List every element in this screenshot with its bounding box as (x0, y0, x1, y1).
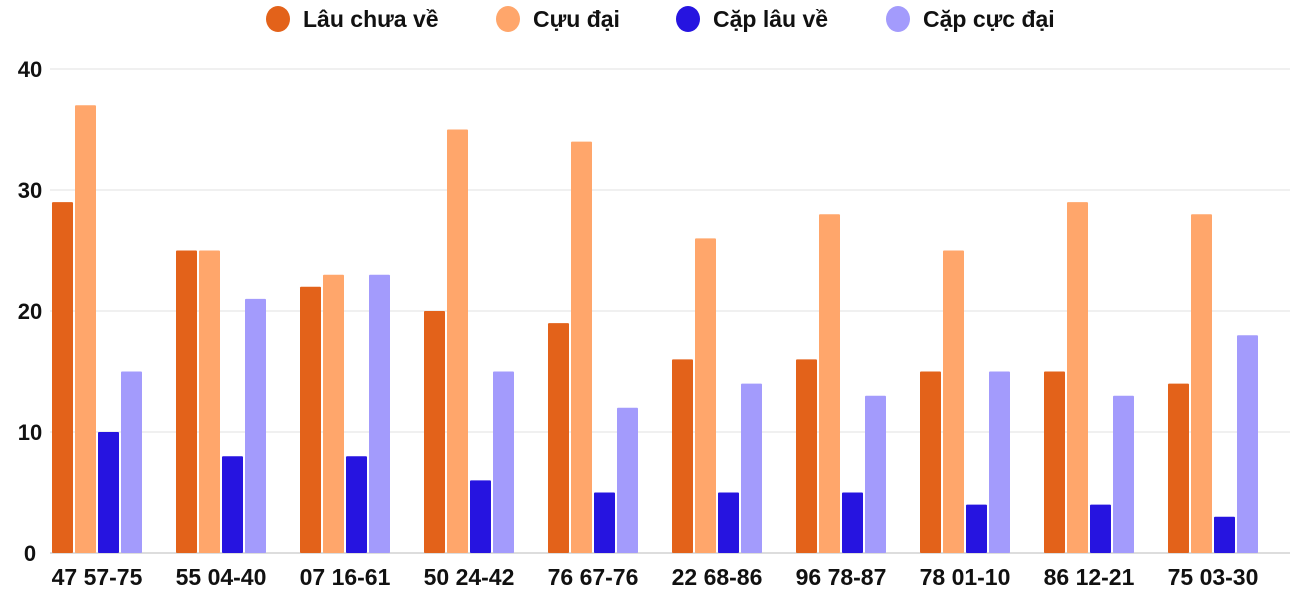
bar-2-0 (98, 432, 119, 553)
y-tick-label: 0 (24, 541, 36, 566)
bar-1-7 (943, 250, 964, 553)
bar-3-4 (617, 407, 638, 553)
bar-2-5 (718, 492, 739, 553)
bar-2-4 (594, 492, 615, 553)
y-tick-label: 10 (18, 420, 42, 445)
bar-2-9 (1214, 516, 1235, 553)
bar-1-6 (819, 214, 840, 553)
bar-1-4 (571, 141, 592, 553)
bar-3-9 (1237, 335, 1258, 553)
x-tick-label: 75 03-30 (1168, 564, 1259, 590)
bar-0-8 (1044, 371, 1065, 553)
y-tick-label: 30 (18, 178, 42, 203)
bar-3-2 (369, 274, 390, 553)
bar-2-3 (470, 480, 491, 553)
bar-1-5 (695, 238, 716, 553)
legend-label: Cặp cực đại (923, 6, 1055, 32)
bar-1-0 (75, 105, 96, 554)
x-tick-label: 76 67-76 (548, 564, 639, 590)
legend-marker (496, 6, 520, 32)
x-tick-label: 96 78-87 (796, 564, 887, 590)
bar-0-9 (1168, 383, 1189, 553)
legend: Lâu chưa về Cựu đại Cặp lâu về Cặp cực đại (266, 6, 1055, 32)
x-axis: 47 57-75 55 04-40 07 16-61 50 24-42 76 67-76… (52, 564, 1259, 590)
legend-label: Cặp lâu về (713, 6, 828, 32)
x-tick-label: 55 04-40 (176, 564, 267, 590)
bar-0-5 (672, 359, 693, 553)
bar-0-1 (176, 250, 197, 553)
legend-marker (676, 6, 700, 32)
bar-1-1 (199, 250, 220, 553)
legend-marker (886, 6, 910, 32)
x-tick-label: 47 57-75 (52, 564, 143, 590)
legend-label: Cựu đại (533, 6, 620, 32)
x-tick-label: 86 12-21 (1044, 564, 1135, 590)
bar-2-1 (222, 456, 243, 553)
bar-3-8 (1113, 395, 1134, 553)
bar-3-1 (245, 298, 266, 553)
bars (52, 105, 1258, 554)
bar-0-4 (548, 323, 569, 553)
bar-2-6 (842, 492, 863, 553)
bar-0-2 (300, 286, 321, 553)
bar-3-5 (741, 383, 762, 553)
bar-0-3 (424, 311, 445, 553)
bar-2-8 (1090, 504, 1111, 553)
bar-1-8 (1067, 202, 1088, 553)
y-axis: 0 10 20 30 40 (18, 57, 42, 566)
legend-marker (266, 6, 290, 32)
bar-2-2 (346, 456, 367, 553)
bar-3-0 (121, 371, 142, 553)
bar-0-0 (52, 202, 73, 553)
y-tick-label: 40 (18, 57, 42, 82)
x-tick-label: 22 68-86 (672, 564, 763, 590)
bar-3-3 (493, 371, 514, 553)
bar-1-2 (323, 274, 344, 553)
bar-3-7 (989, 371, 1010, 553)
legend-label: Lâu chưa về (303, 6, 439, 32)
x-tick-label: 78 01-10 (920, 564, 1011, 590)
x-tick-label: 07 16-61 (300, 564, 391, 590)
bar-2-7 (966, 504, 987, 553)
bar-3-6 (865, 395, 886, 553)
bar-1-3 (447, 129, 468, 553)
bar-0-6 (796, 359, 817, 553)
bar-1-9 (1191, 214, 1212, 553)
y-tick-label: 20 (18, 299, 42, 324)
bar-0-7 (920, 371, 941, 553)
x-tick-label: 50 24-42 (424, 564, 515, 590)
